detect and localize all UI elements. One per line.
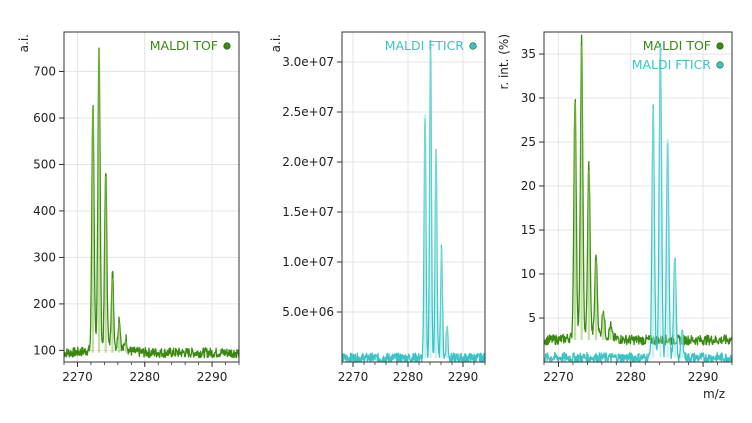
y-tick-label: 500: [33, 157, 56, 171]
y-tick-label: 200: [33, 297, 56, 311]
legend-label: MALDI TOF: [643, 38, 711, 53]
y-tick-label: 1.5e+07: [282, 205, 334, 219]
x-tick-label: 2270: [62, 370, 93, 384]
y-tick-label: 35: [521, 47, 536, 61]
x-axis-label: m/z: [703, 387, 725, 401]
series-line-fticr: [543, 42, 733, 363]
plot-frame: [63, 31, 240, 363]
series-line-tof: [63, 47, 240, 359]
y-tick-label: 3.0e+07: [282, 55, 334, 69]
y-tick-label: 700: [33, 65, 56, 79]
y-axis-label: a.i.: [269, 34, 283, 52]
y-tick-label: 2.0e+07: [282, 155, 334, 169]
series-line-tof: [543, 34, 733, 346]
y-tick-label: 20: [521, 179, 536, 193]
y-tick-label: 300: [33, 250, 56, 264]
x-tick-label: 2270: [543, 370, 574, 384]
legend-marker: [716, 42, 724, 50]
legend-label: MALDI FTICR: [385, 38, 465, 53]
spectrum-panel-1: MALDI TOF 2270 2280 2290 100 200 300 400 500 600 7…: [17, 31, 240, 384]
legend-marker: [716, 61, 724, 69]
y-tick-label: 100: [33, 343, 56, 357]
y-tick-label: 1.0e+07: [282, 255, 334, 269]
x-tick-label: 2270: [338, 370, 369, 384]
spectrum-panel-3: MALDI TOF MALDI FTICR 2270 2280 2290 5 10 15 20 2…: [497, 31, 733, 401]
y-tick-label: 10: [521, 267, 536, 281]
y-tick-label: 600: [33, 111, 56, 125]
y-tick-label: 400: [33, 204, 56, 218]
y-tick-label: 5.0e+06: [282, 305, 334, 319]
plot-frame: [543, 31, 733, 363]
y-tick-label: 15: [521, 223, 536, 237]
legend-marker: [469, 42, 477, 50]
y-tick-label: 2.5e+07: [282, 105, 334, 119]
y-axis-label: a.i.: [17, 34, 31, 52]
series-line-fticr: [341, 39, 486, 363]
legend-label: MALDI FTICR: [632, 57, 712, 72]
legend-marker: [223, 42, 231, 50]
legend-label: MALDI TOF: [150, 38, 218, 53]
y-tick-label: 25: [521, 135, 536, 149]
x-tick-label: 2280: [393, 370, 424, 384]
x-tick-label: 2280: [129, 370, 160, 384]
x-tick-label: 2280: [615, 370, 646, 384]
x-tick-label: 2290: [688, 370, 719, 384]
x-tick-label: 2290: [448, 370, 479, 384]
y-axis-label: r. int. (%): [497, 34, 511, 90]
x-tick-label: 2290: [197, 370, 228, 384]
y-tick-label: 5: [528, 311, 536, 325]
y-tick-label: 30: [521, 91, 536, 105]
spectrum-panel-2: MALDI FTICR 2270 2280 2290 5.0e+06 1.0e+07 1.5…: [269, 31, 486, 384]
plot-frame: [341, 31, 486, 363]
